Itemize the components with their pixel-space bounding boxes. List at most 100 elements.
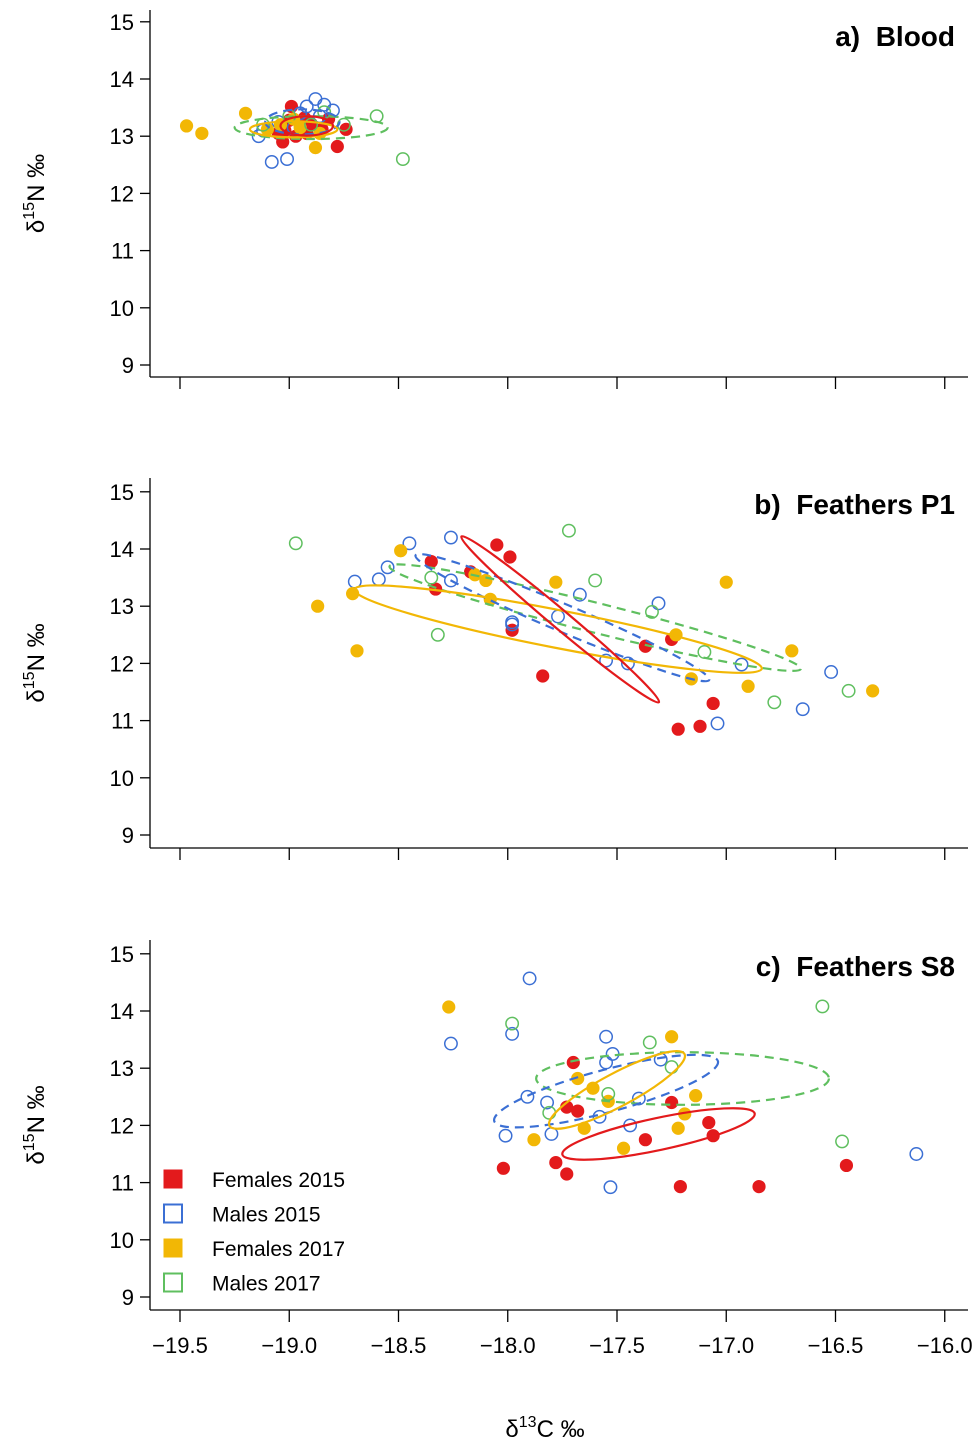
legend-swatch [163, 1272, 183, 1293]
panel-title: b) Feathers P1 [754, 489, 955, 520]
data-point [710, 716, 725, 731]
y-tick-label: 14 [110, 67, 134, 92]
legend-label: Females 2017 [212, 1238, 345, 1261]
data-point [280, 152, 295, 167]
data-point [702, 1115, 716, 1130]
data-point [443, 1036, 458, 1051]
data-point [795, 702, 810, 717]
data-point [330, 139, 344, 154]
y-axis-title-isotope: 15 [21, 1133, 38, 1151]
data-point [371, 572, 386, 587]
data-point [697, 645, 712, 659]
data-point [706, 696, 720, 711]
y-tick-label: 13 [110, 124, 134, 149]
legend-label: Males 2015 [212, 1204, 321, 1227]
ellipse-females-2017 [248, 120, 339, 139]
y-tick-label: 12 [110, 181, 134, 206]
x-tick-label: −18.0 [480, 1333, 536, 1358]
ellipse-males-2017 [233, 115, 389, 141]
x-tick-label: −16.0 [917, 1333, 973, 1358]
data-point [560, 1167, 574, 1181]
data-point [671, 722, 685, 736]
data-point [671, 1121, 685, 1135]
ellipse-females-2017 [547, 1050, 687, 1130]
panel-title: c) Feathers S8 [756, 951, 955, 982]
data-point [264, 154, 279, 169]
y-tick-label: 9 [122, 353, 134, 378]
y-tick-label: 11 [111, 239, 134, 264]
data-point [839, 1158, 854, 1173]
y-axis-title-isotope: 15 [21, 202, 38, 220]
y-axis-title-element: N ‰ [23, 154, 50, 202]
data-point [719, 575, 733, 589]
series-females-2015 [496, 1055, 854, 1194]
data-point [380, 560, 395, 575]
data-point [443, 530, 458, 545]
data-point [522, 971, 537, 986]
data-point [752, 1180, 766, 1194]
ellipse-males-2015 [414, 552, 711, 683]
data-point [369, 109, 384, 124]
data-point [503, 550, 517, 564]
data-point [665, 1030, 679, 1044]
x-axis-title: δ13C ‰ [505, 1414, 584, 1443]
data-point [479, 573, 493, 588]
panel-c: 9 10 11 12 13 14 15 −19.5 −19.0 −18.5 −18.0 −17.5 −1… [21, 940, 973, 1443]
data-point [505, 1026, 520, 1041]
legend-swatch [163, 1203, 183, 1224]
series-males-2017 [288, 523, 856, 710]
series-males-2015 [443, 971, 924, 1195]
data-point [785, 644, 799, 658]
x-tick-label: −19.0 [261, 1333, 317, 1358]
series-males-2015 [347, 530, 839, 731]
data-point [536, 669, 550, 683]
y-tick-label: 15 [110, 480, 134, 505]
data-point [402, 536, 417, 551]
data-point [693, 719, 707, 733]
data-point [689, 1089, 703, 1103]
data-point [603, 1180, 618, 1195]
data-point [288, 536, 303, 551]
data-point [350, 644, 364, 658]
series-females-2017 [311, 544, 880, 698]
y-tick-label: 11 [111, 709, 134, 734]
series-females-2017 [442, 1000, 703, 1155]
data-point [638, 1133, 653, 1147]
y-tick-label: 12 [110, 1113, 134, 1138]
data-point [741, 679, 755, 693]
data-point [395, 152, 410, 167]
y-tick-label: 15 [110, 10, 134, 35]
data-point [561, 523, 576, 538]
y-axis-title: δ15N ‰ [21, 623, 50, 702]
y-axis-title-delta: δ [23, 689, 50, 702]
data-point [430, 627, 445, 642]
data-point [551, 609, 565, 624]
y-axis-title: δ15N ‰ [21, 1085, 50, 1164]
data-point [909, 1147, 924, 1161]
x-tick-label: −16.5 [808, 1333, 864, 1358]
y-tick-label: 15 [110, 942, 134, 967]
y-tick-label: 13 [110, 594, 134, 619]
ellipse-males-2015 [264, 108, 341, 136]
data-point [815, 999, 830, 1014]
data-point [540, 1095, 555, 1110]
data-point [549, 575, 563, 589]
data-point [841, 683, 856, 698]
y-tick-label: 12 [110, 651, 134, 676]
data-point [442, 1000, 456, 1014]
data-point [642, 1035, 657, 1050]
y-tick-label: 13 [110, 1056, 134, 1081]
data-point [195, 126, 209, 140]
data-point [304, 117, 319, 132]
data-point [620, 656, 635, 671]
data-point [299, 99, 314, 114]
y-axis-title-delta: δ [23, 220, 50, 233]
data-point [673, 1180, 687, 1194]
data-point [664, 1060, 679, 1075]
legend-label: Females 2015 [212, 1169, 345, 1192]
data-point [308, 141, 323, 155]
data-point [238, 106, 253, 120]
